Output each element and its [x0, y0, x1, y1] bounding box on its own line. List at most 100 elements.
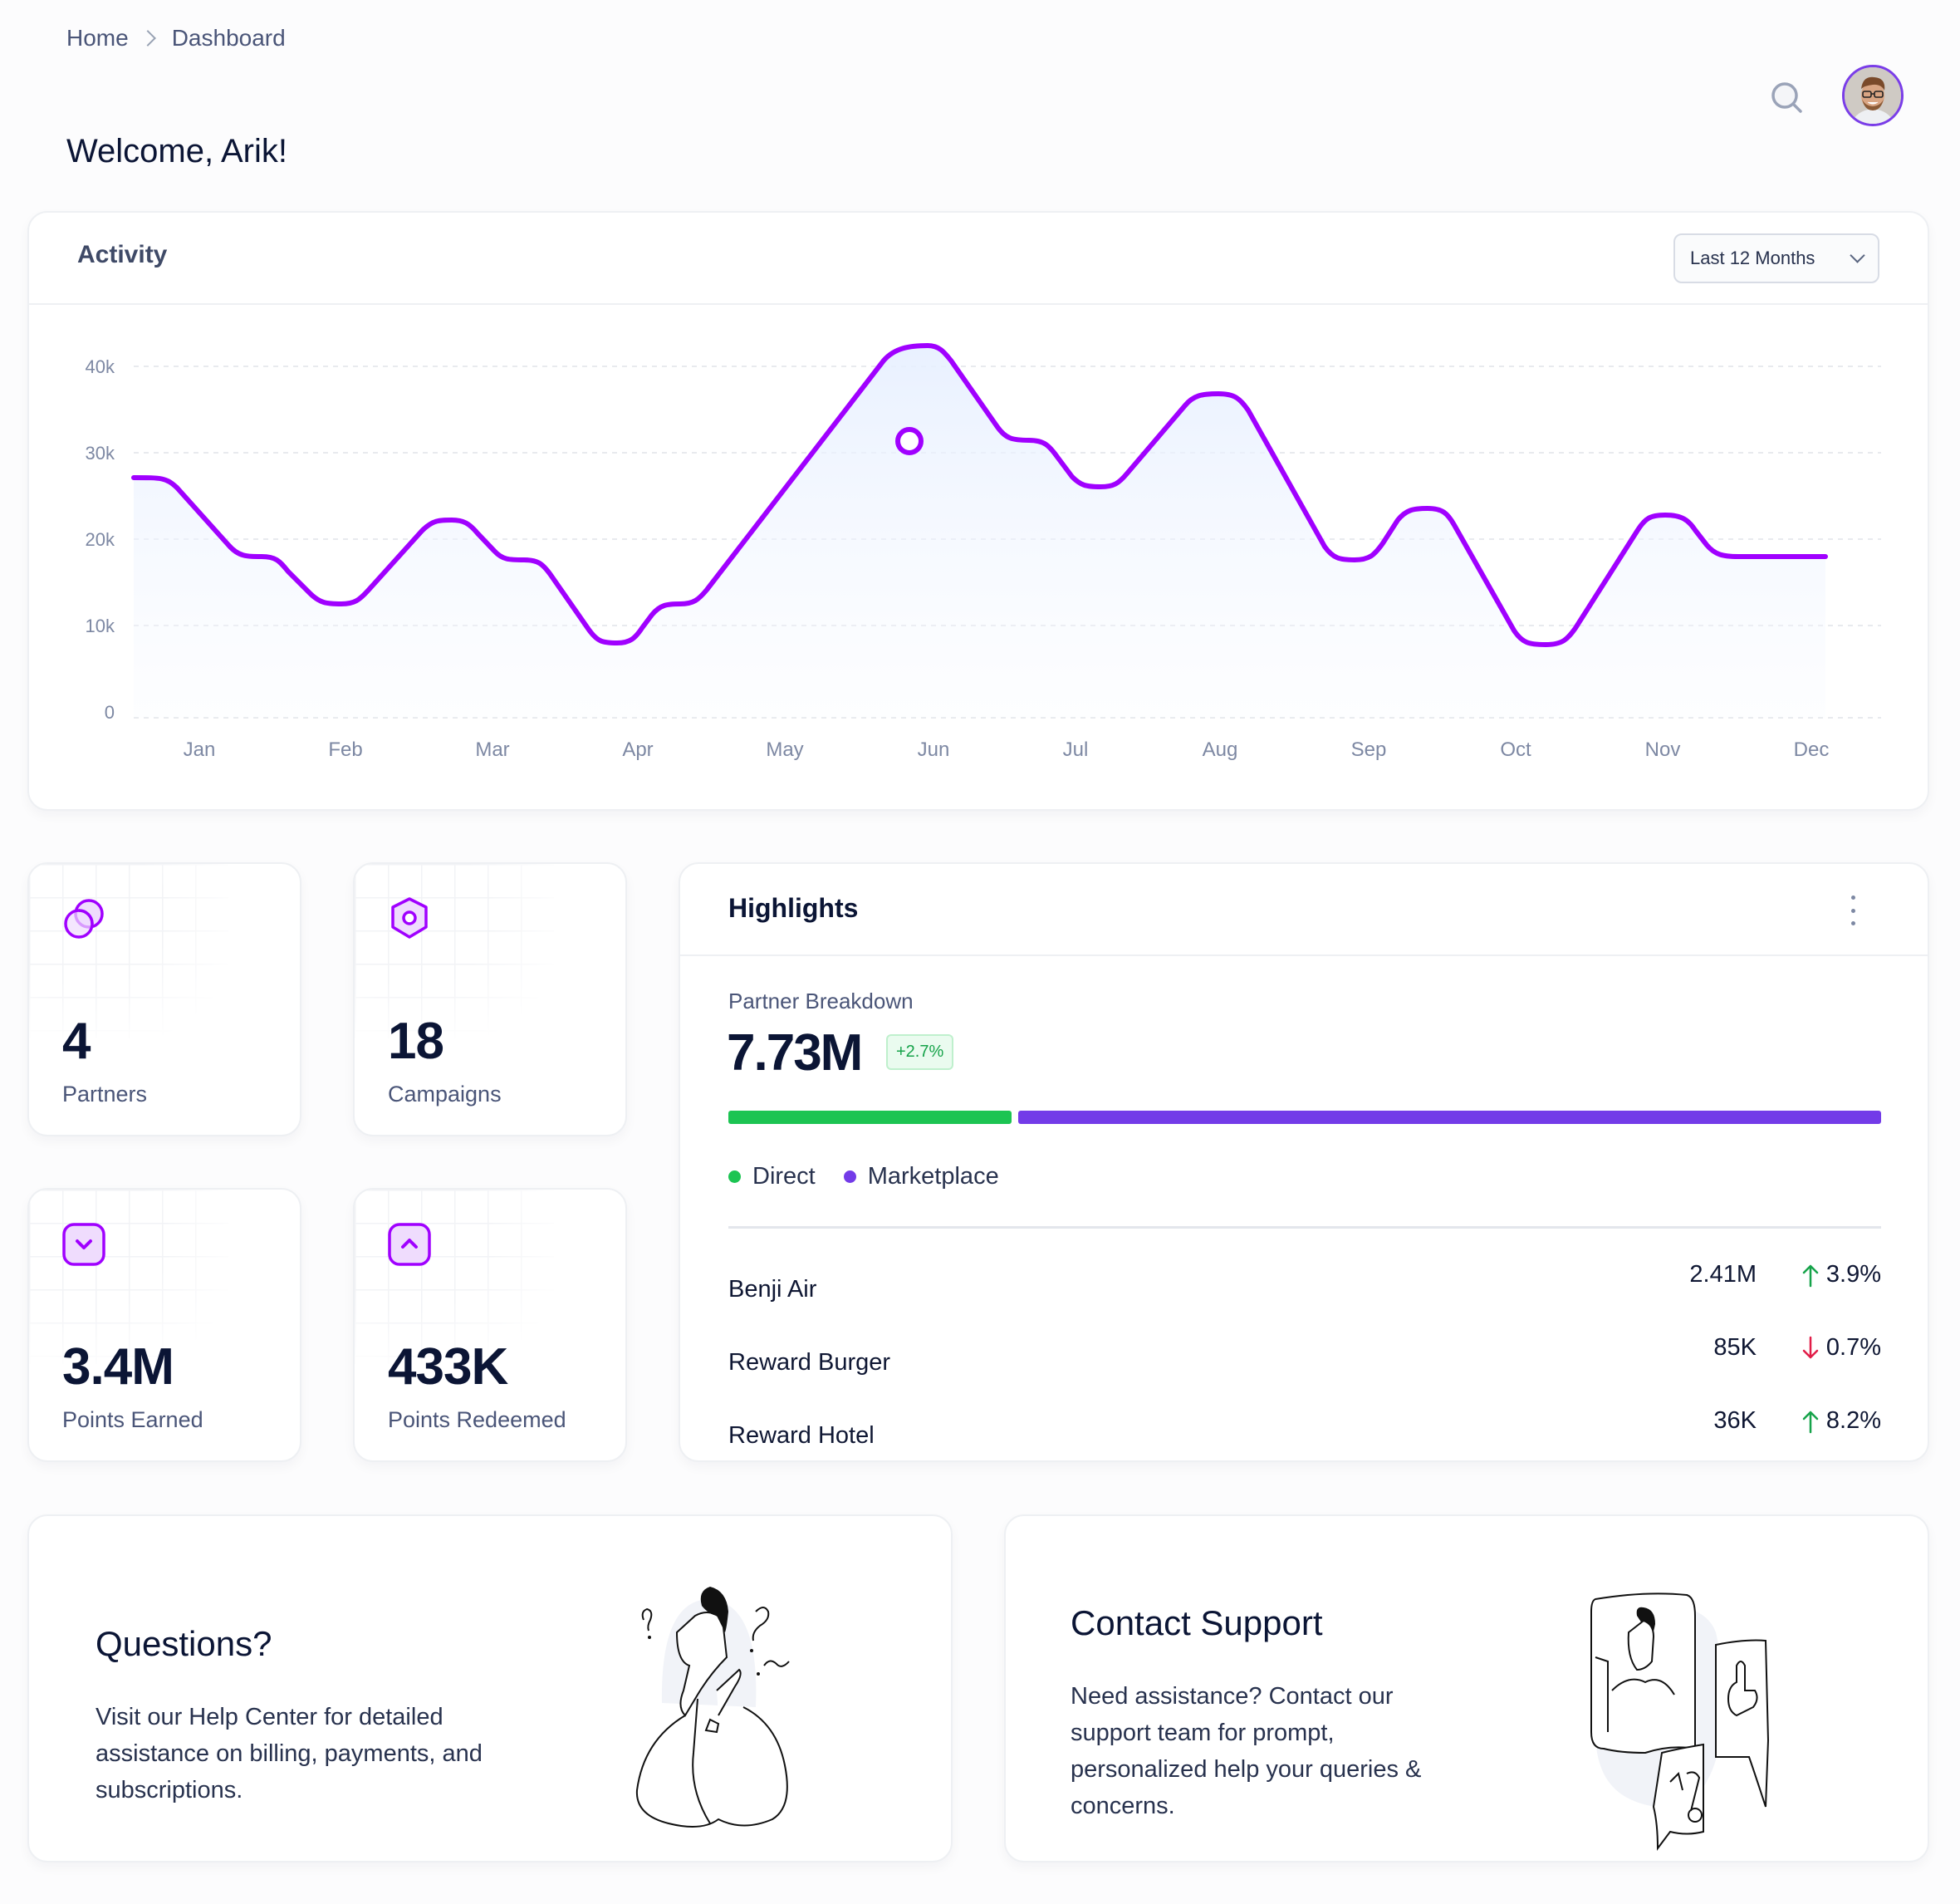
- partner-row[interactable]: Reward Burger 85K 0.7%: [728, 1334, 1881, 1384]
- dot-icon: [843, 1170, 856, 1183]
- points-redeemed-icon: [388, 1223, 431, 1266]
- more-options-icon[interactable]: [1845, 896, 1861, 925]
- partner-row[interactable]: Reward Hotel 36K 8.2%: [728, 1407, 1881, 1457]
- breakdown-legend: Direct Marketplace: [728, 1163, 999, 1190]
- help-center-card[interactable]: Questions? Visit our Help Center for det…: [27, 1514, 953, 1862]
- svg-text:20k: 20k: [86, 529, 115, 550]
- breadcrumb-dashboard: Dashboard: [171, 25, 286, 51]
- partners-icon: [64, 899, 104, 939]
- avatar[interactable]: [1842, 65, 1904, 126]
- partner-name: Reward Burger: [728, 1349, 891, 1376]
- stat-card-points-redeemed[interactable]: 433K Points Redeemed: [353, 1188, 627, 1462]
- svg-text:30k: 30k: [86, 443, 115, 464]
- highlights-header: Highlights: [680, 864, 1928, 956]
- svg-text:Mar: Mar: [475, 739, 509, 761]
- stat-value: 4: [62, 1013, 91, 1070]
- search-icon: [1771, 82, 1802, 113]
- svg-text:Nov: Nov: [1645, 739, 1681, 761]
- chevron-right-icon: [139, 30, 156, 47]
- help-text: Visit our Help Center for detailed assis…: [96, 1704, 483, 1803]
- breadcrumb-home[interactable]: Home: [66, 25, 129, 51]
- partner-change: 8.2%: [1801, 1407, 1881, 1435]
- bar-segment-marketplace: [1018, 1111, 1881, 1124]
- arrow-up-icon: [1802, 1411, 1819, 1433]
- grid-pattern: [29, 864, 228, 1038]
- partner-amount: 2.41M: [1689, 1261, 1757, 1288]
- support-text: Need assistance? Contact our support tea…: [1071, 1683, 1422, 1819]
- search-button[interactable]: [1769, 80, 1806, 116]
- change-value: 0.7%: [1825, 1334, 1881, 1361]
- period-dropdown[interactable]: Last 12 Months: [1673, 233, 1879, 283]
- breadcrumb: Home Dashboard: [66, 25, 286, 52]
- svg-text:Oct: Oct: [1500, 739, 1531, 761]
- stat-label: Points Earned: [62, 1407, 203, 1432]
- contact-support-card[interactable]: Contact Support Need assistance? Contact…: [1004, 1514, 1929, 1862]
- svg-text:Aug: Aug: [1203, 739, 1238, 761]
- stat-card-campaigns[interactable]: 18 Campaigns: [353, 862, 627, 1136]
- highlights-title: Highlights: [728, 893, 859, 923]
- partner-row[interactable]: Benji Air 2.41M 3.9%: [728, 1261, 1881, 1311]
- legend-marketplace: Marketplace: [843, 1163, 999, 1190]
- svg-text:Apr: Apr: [622, 739, 653, 761]
- svg-text:10k: 10k: [86, 616, 115, 636]
- partner-name: Benji Air: [728, 1276, 817, 1303]
- activity-header: Activity Last 12 Months: [29, 213, 1928, 305]
- svg-text:Feb: Feb: [328, 739, 362, 761]
- stat-card-points-earned[interactable]: 3.4M Points Earned: [27, 1188, 301, 1462]
- partner-amount: 85K: [1713, 1334, 1757, 1361]
- stat-value: 433K: [388, 1338, 508, 1396]
- divider: [728, 1226, 1881, 1229]
- legend-label: Direct: [752, 1163, 816, 1190]
- partner-amount: 36K: [1713, 1407, 1757, 1434]
- points-earned-icon: [62, 1223, 105, 1266]
- grid-pattern: [29, 1190, 228, 1364]
- grid-pattern: [355, 1190, 554, 1364]
- svg-text:Jan: Jan: [184, 739, 216, 761]
- partner-name: Reward Hotel: [728, 1422, 875, 1449]
- thinking-person-illustration: [635, 1587, 790, 1828]
- svg-text:0: 0: [105, 702, 115, 723]
- highlights-card: Highlights Partner Breakdown 7.73M +2.7%…: [679, 862, 1929, 1462]
- legend-label: Marketplace: [867, 1163, 999, 1190]
- stat-card-partners[interactable]: 4 Partners: [27, 862, 301, 1136]
- stat-value: 3.4M: [62, 1338, 174, 1396]
- grid-pattern: [355, 864, 554, 1038]
- breakdown-bar: [728, 1111, 1881, 1124]
- chart-highlight-point: [895, 427, 924, 455]
- stat-value: 18: [388, 1013, 444, 1070]
- bar-segment-direct: [728, 1111, 1012, 1124]
- support-team-illustration: [1590, 1592, 1770, 1851]
- activity-chart: 40k 30k 20k 10k 0 Jan Feb Mar Apr May Ju…: [86, 343, 1881, 761]
- svg-text:Dec: Dec: [1794, 739, 1830, 761]
- legend-direct: Direct: [728, 1163, 816, 1190]
- partner-change: 3.9%: [1801, 1261, 1881, 1288]
- y-axis-labels: 40k 30k 20k 10k 0: [86, 356, 115, 723]
- partner-breakdown-value: 7.73M: [727, 1024, 863, 1082]
- support-title: Contact Support: [1071, 1603, 1323, 1642]
- chart-line: [131, 343, 1828, 647]
- svg-text:Jun: Jun: [918, 739, 950, 761]
- help-title: Questions?: [96, 1624, 272, 1663]
- stat-label: Points Redeemed: [388, 1407, 566, 1432]
- activity-card: Activity Last 12 Months 40k 30k 20k 10k …: [27, 211, 1929, 811]
- svg-text:40k: 40k: [86, 356, 115, 377]
- stat-label: Partners: [62, 1082, 148, 1107]
- period-value: Last 12 Months: [1690, 248, 1815, 268]
- stat-label: Campaigns: [388, 1082, 502, 1107]
- change-value: 3.9%: [1825, 1261, 1881, 1288]
- arrow-down-icon: [1802, 1336, 1819, 1358]
- svg-text:May: May: [766, 739, 803, 761]
- campaigns-icon: [391, 897, 428, 939]
- user-photo: [1845, 67, 1901, 124]
- change-value: 8.2%: [1825, 1407, 1881, 1434]
- change-badge: +2.7%: [886, 1034, 954, 1070]
- page-title: Welcome, Arik!: [66, 133, 287, 169]
- arrow-up-icon: [1802, 1264, 1819, 1287]
- activity-title: Activity: [77, 241, 168, 268]
- svg-text:Jul: Jul: [1063, 739, 1089, 761]
- dot-icon: [728, 1170, 741, 1183]
- partner-change: 0.7%: [1801, 1334, 1881, 1362]
- svg-text:Sep: Sep: [1351, 739, 1387, 761]
- x-axis-labels: Jan Feb Mar Apr May Jun Jul Aug Sep Oct …: [184, 739, 1830, 761]
- partner-breakdown-label: Partner Breakdown: [728, 989, 914, 1013]
